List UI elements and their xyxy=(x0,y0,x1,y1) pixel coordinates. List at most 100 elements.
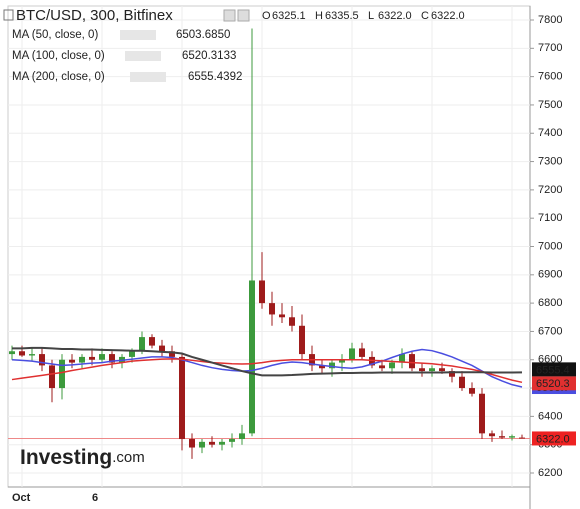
y-tick-label: 7600 xyxy=(538,71,562,83)
y-tick-label: 6700 xyxy=(538,325,562,337)
candle-body xyxy=(339,359,345,363)
legend-value: 6503.6850 xyxy=(176,29,230,41)
legend-value: 6555.4392 xyxy=(188,71,242,83)
candle-body xyxy=(489,433,495,437)
candle-body xyxy=(359,348,365,357)
ohlc-value: 6322.0 xyxy=(431,10,465,22)
candle-body xyxy=(429,368,435,372)
chart-title: BTC/USD, 300, Bitfinex xyxy=(16,7,173,24)
candle-body xyxy=(469,388,475,394)
y-tick-label: 7000 xyxy=(538,240,562,252)
legend-label: MA (100, close, 0) xyxy=(12,50,105,62)
legend: MA (50, close, 0) 6503.6850 MA (100, close… xyxy=(12,29,242,83)
y-tick-label: 7300 xyxy=(538,155,562,167)
ma-line xyxy=(11,348,523,388)
candle-body xyxy=(399,354,405,363)
candle-body xyxy=(149,337,155,346)
candle-body xyxy=(299,325,305,355)
candle-body xyxy=(139,337,145,352)
y-tick-label: 7400 xyxy=(538,127,562,139)
y-tick-label: 7700 xyxy=(538,42,562,54)
watermark-part: Investing xyxy=(20,446,112,469)
candle-body xyxy=(379,365,385,369)
legend-label: MA (200, close, 0) xyxy=(12,71,105,83)
legend-icons[interactable] xyxy=(130,72,166,82)
candle-body xyxy=(109,354,115,363)
candle-body xyxy=(269,303,275,315)
candle-body xyxy=(239,433,245,440)
candle-body xyxy=(169,351,175,357)
candle-body xyxy=(19,351,25,356)
candle-body xyxy=(229,439,235,442)
ohlc-value: 6325.1 xyxy=(272,10,306,22)
icons[interactable] xyxy=(223,9,250,22)
candle-body xyxy=(259,280,265,304)
ohlc-key: H xyxy=(315,10,323,22)
ma-line xyxy=(11,358,523,384)
price-tag-label: 6520.3 xyxy=(536,378,570,390)
candle-body xyxy=(499,436,505,438)
candle-body xyxy=(69,359,75,363)
ohlc-key: O xyxy=(262,10,271,22)
y-tick-label: 7100 xyxy=(538,212,562,224)
candle-body xyxy=(329,362,335,369)
candle-body xyxy=(189,439,195,448)
candle-body xyxy=(449,371,455,377)
x-tick-label: 6 xyxy=(92,492,98,504)
legend-label: MA (50, close, 0) xyxy=(12,29,98,41)
candle-body xyxy=(49,365,55,389)
watermark: Investing.com xyxy=(20,446,145,469)
y-tick-label: 7500 xyxy=(538,99,562,111)
ohlc-key: C xyxy=(421,10,429,22)
ohlc-value: 6335.5 xyxy=(325,10,359,22)
legend-icons[interactable] xyxy=(120,30,156,40)
header: BTC/USD, 300, Bitfinex xyxy=(3,7,250,24)
candle-body xyxy=(319,365,325,369)
price-tag xyxy=(532,431,576,446)
price-tag-label: 6555.4 xyxy=(536,364,570,376)
x-tick-label: Oct xyxy=(12,492,31,504)
watermark-text: Investing.com xyxy=(20,446,145,469)
y-tick-label: 6400 xyxy=(538,410,562,422)
price-tag xyxy=(532,376,576,391)
y-tick-label: 6800 xyxy=(538,297,562,309)
candle-body xyxy=(199,441,205,448)
candle-body xyxy=(179,356,185,440)
candle-body xyxy=(99,354,105,360)
candle-body xyxy=(39,354,45,366)
candle-body xyxy=(519,437,525,439)
candle-body xyxy=(369,356,375,366)
ohlc-key: L xyxy=(368,10,374,22)
candle-body xyxy=(349,348,355,360)
candle-body xyxy=(459,376,465,389)
candle-body xyxy=(59,359,65,389)
candle-body xyxy=(279,314,285,318)
candle-body xyxy=(289,317,295,326)
price-tag-label: 6322.0 xyxy=(536,433,570,445)
candle-body xyxy=(29,354,35,356)
candle-body xyxy=(439,368,445,372)
candle-body xyxy=(9,351,15,355)
candle-body xyxy=(509,436,515,438)
ohlc-value: 6322.0 xyxy=(378,10,412,22)
legend-value: 6520.3133 xyxy=(182,50,236,62)
candle-body xyxy=(129,351,135,357)
candle-body xyxy=(249,280,255,434)
ma-line xyxy=(12,346,523,377)
y-tick-label: 7200 xyxy=(538,184,562,196)
legend-icons[interactable] xyxy=(125,51,161,61)
y-tick-label: 6200 xyxy=(538,467,562,479)
candle-body xyxy=(479,393,485,434)
candle-body xyxy=(219,441,225,445)
candle-body xyxy=(409,354,415,369)
collapse-icon[interactable] xyxy=(3,9,14,21)
y-tick-label: 7800 xyxy=(538,14,562,26)
watermark-part: .com xyxy=(112,449,145,466)
price-tag xyxy=(532,362,576,377)
y-tick-label: 6900 xyxy=(538,269,562,281)
grid: 6200630064006500660067006800690070007100… xyxy=(8,6,562,504)
candle-body xyxy=(209,441,215,445)
candle-body xyxy=(79,356,85,363)
marks xyxy=(8,28,530,459)
